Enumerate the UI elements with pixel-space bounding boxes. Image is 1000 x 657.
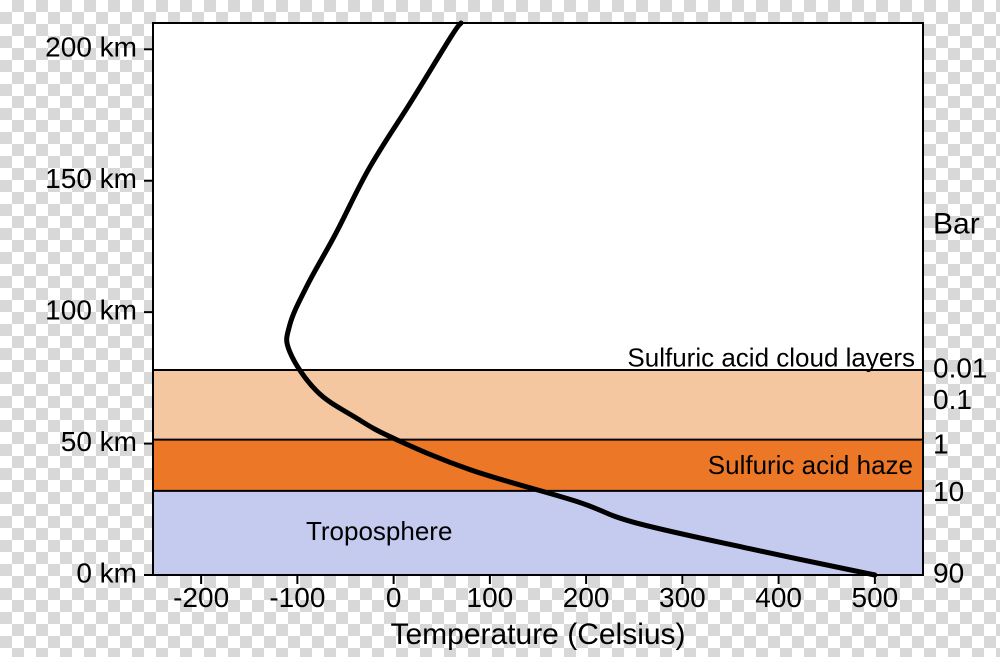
y-tick-label-0: 0 km bbox=[76, 557, 137, 588]
atmosphere-chart: Sulfuric acid cloud layers Sulfuric acid … bbox=[0, 0, 1000, 657]
layer-label-2: Troposphere bbox=[306, 516, 452, 546]
bar-axis-title: Bar bbox=[933, 207, 980, 240]
layer-label-0: Sulfuric acid cloud layers bbox=[627, 342, 915, 372]
y-tick-label-4: 200 km bbox=[45, 32, 137, 63]
x-tick-label-0: -200 bbox=[173, 582, 229, 613]
x-tick-label-6: 400 bbox=[755, 582, 802, 613]
x-tick-label-7: 500 bbox=[852, 582, 899, 613]
y-tick-label-1: 50 km bbox=[61, 426, 137, 457]
bar-label-3: 10 bbox=[933, 476, 964, 507]
layer-label-1: Sulfuric acid haze bbox=[708, 450, 913, 480]
bar-label-2: 1 bbox=[933, 429, 949, 460]
bar-label-1: 0.1 bbox=[933, 384, 972, 415]
y-tick-label-3: 150 km bbox=[45, 163, 137, 194]
x-axis-title: Temperature (Celsius) bbox=[390, 618, 685, 651]
bar-label-0: 0.01 bbox=[933, 352, 988, 383]
x-tick-label-1: -100 bbox=[269, 582, 325, 613]
y-tick-label-2: 100 km bbox=[45, 295, 137, 326]
x-tick-label-3: 100 bbox=[467, 582, 514, 613]
layer-band-0 bbox=[153, 370, 923, 440]
x-tick-label-5: 300 bbox=[659, 582, 706, 613]
bar-label-4: 90 bbox=[933, 557, 964, 588]
x-tick-label-4: 200 bbox=[563, 582, 610, 613]
x-tick-label-2: 0 bbox=[386, 582, 402, 613]
